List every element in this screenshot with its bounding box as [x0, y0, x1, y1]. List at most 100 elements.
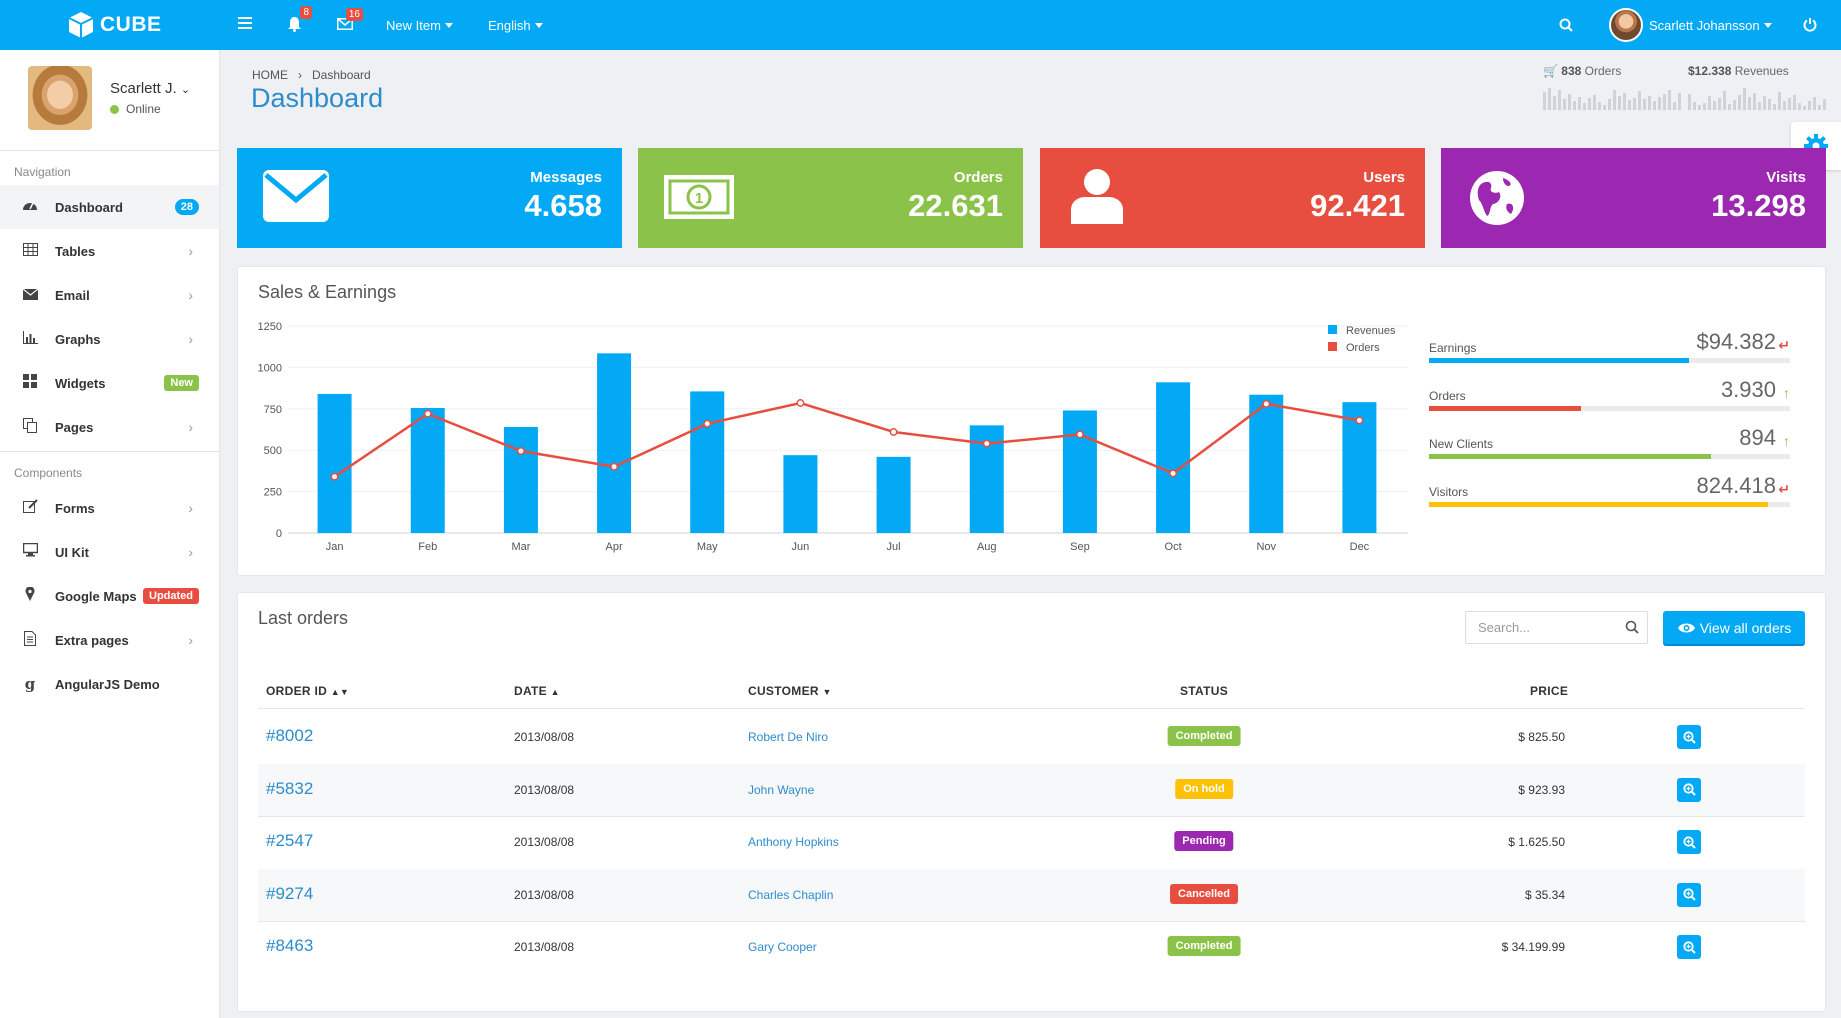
- sidebar-item-angularjs-demo[interactable]: g AngularJS Demo: [0, 662, 219, 706]
- language-dropdown[interactable]: English: [488, 18, 543, 33]
- stat-box-visits[interactable]: Visits 13.298: [1441, 148, 1826, 248]
- table-row[interactable]: [258, 816, 1805, 869]
- hamburger-icon: [238, 17, 252, 29]
- kpi-progress-fill: [1429, 502, 1769, 507]
- view-all-orders-button[interactable]: View all orders: [1663, 611, 1805, 644]
- new-item-dropdown[interactable]: New Item: [386, 18, 453, 33]
- sidebar-item-label: Extra pages: [55, 632, 129, 648]
- zoom-in-icon: [1682, 731, 1696, 744]
- y-tick-label: 500: [264, 445, 282, 457]
- order-price: $ 1.625.50: [1508, 835, 1565, 850]
- orders-search-input[interactable]: Search...: [1465, 611, 1648, 644]
- column-header-customer[interactable]: CUSTOMER ▼: [748, 684, 832, 698]
- status-dot-icon: [110, 104, 119, 114]
- status-label: Online: [126, 102, 161, 116]
- customer-link[interactable]: Robert De Niro: [748, 730, 829, 745]
- sidebar-item-email[interactable]: Email ›: [0, 273, 219, 317]
- kpi-label: New Clients: [1429, 437, 1494, 451]
- y-tick-label: 0: [276, 528, 282, 540]
- user-name: Scarlett Johansson: [1649, 17, 1760, 33]
- search-button[interactable]: [1559, 18, 1573, 32]
- file-icon: [20, 630, 40, 650]
- status-badge: Cancelled: [1170, 883, 1238, 904]
- caret-down-icon: [534, 23, 543, 28]
- chevron-right-icon: ›: [188, 544, 193, 560]
- table-row[interactable]: [258, 868, 1805, 921]
- money-icon: 1: [664, 175, 734, 224]
- sidebar-item-ui-kit[interactable]: UI Kit ›: [0, 530, 219, 574]
- brand-logo[interactable]: CUBE: [0, 11, 220, 39]
- order-id-link[interactable]: #5832: [266, 778, 314, 798]
- table-header-divider: [258, 708, 1805, 709]
- stat-value: 22.631: [908, 188, 1003, 223]
- menu-toggle-button[interactable]: [238, 17, 252, 29]
- view-order-button[interactable]: [1677, 882, 1701, 907]
- order-id-link[interactable]: #8002: [266, 726, 314, 746]
- sidebar-item-google-maps[interactable]: Google Maps Updated: [0, 574, 219, 618]
- stat-box-messages[interactable]: Messages 4.658: [237, 148, 622, 248]
- messages-button[interactable]: 16: [337, 8, 363, 30]
- logout-button[interactable]: [1803, 17, 1817, 32]
- sidebar-item-pages[interactable]: Pages ›: [0, 405, 219, 449]
- orders-summary-value: 838: [1561, 64, 1582, 78]
- sidebar-item-forms[interactable]: Forms ›: [0, 486, 219, 530]
- orders-point: [1355, 416, 1364, 425]
- view-order-button[interactable]: [1677, 725, 1701, 750]
- chevron-right-icon: ›: [298, 68, 302, 82]
- copy-icon: [20, 417, 40, 437]
- profile-name-dropdown[interactable]: Scarlett J. ⌄: [110, 80, 190, 97]
- y-tick-label: 750: [264, 404, 282, 416]
- customer-link[interactable]: Anthony Hopkins: [748, 835, 839, 850]
- kpi-label: Visitors: [1429, 485, 1469, 499]
- x-tick-label: Dec: [1350, 541, 1370, 553]
- table-row[interactable]: [258, 711, 1805, 764]
- column-header-order-id[interactable]: ORDER ID ▲▼: [266, 684, 349, 698]
- revenues-summary-label: Revenues: [1734, 64, 1789, 78]
- stat-box-orders[interactable]: 1 Orders 22.631: [638, 148, 1023, 248]
- order-id-link[interactable]: #2547: [266, 831, 314, 851]
- sort-ascending-icon: ▲: [550, 687, 560, 697]
- view-order-button[interactable]: [1677, 777, 1701, 802]
- orders-point: [423, 409, 432, 418]
- column-header-date[interactable]: DATE ▲: [514, 684, 560, 698]
- column-header-status[interactable]: STATUS: [1180, 684, 1228, 698]
- new-item-label: New Item: [386, 18, 441, 33]
- sidebar-item-widgets[interactable]: Widgets New: [0, 361, 219, 405]
- notifications-button[interactable]: 8: [287, 6, 312, 32]
- customer-link[interactable]: John Wayne: [748, 782, 815, 797]
- revenues-sparkline: $12.338 Revenues: [1688, 64, 1826, 110]
- view-order-button[interactable]: [1677, 935, 1701, 960]
- orders-line: [333, 401, 1360, 478]
- order-id-link[interactable]: #8463: [266, 936, 314, 956]
- column-header-price[interactable]: PRICE: [1530, 684, 1568, 698]
- kpi-progress-track: [1429, 358, 1790, 363]
- messages-count-badge: 16: [345, 8, 363, 21]
- sidebar-item-dashboard[interactable]: Dashboard 28: [0, 185, 219, 229]
- kpi-progress-fill: [1429, 454, 1711, 459]
- revenue-bar: [876, 456, 911, 533]
- sidebar-item-extra-pages[interactable]: Extra pages ›: [0, 618, 219, 662]
- order-id-link[interactable]: #9274: [266, 883, 314, 903]
- kpi-progress-track: [1429, 502, 1790, 507]
- chevron-down-icon: ⌄: [180, 84, 191, 96]
- cart-icon: 🛒: [1543, 64, 1558, 78]
- components-heading: Components: [14, 466, 83, 480]
- table-row[interactable]: [258, 763, 1805, 816]
- stat-box-users[interactable]: Users 92.421: [1040, 148, 1425, 248]
- customer-link[interactable]: Charles Chaplin: [748, 887, 834, 902]
- sidebar-item-tables[interactable]: Tables ›: [0, 229, 219, 273]
- sidebar-item-graphs[interactable]: Graphs ›: [0, 317, 219, 361]
- customer-link[interactable]: Gary Cooper: [748, 940, 817, 955]
- row-divider: [258, 816, 1805, 817]
- search-icon: [1625, 620, 1639, 634]
- desktop-icon: [20, 542, 40, 561]
- legend-swatch: [1328, 342, 1337, 351]
- kpi-progress-track: [1429, 454, 1790, 459]
- sidebar-item-label: Tables: [55, 243, 96, 259]
- orders-point: [1169, 469, 1178, 478]
- sidebar-item-label: AngularJS Demo: [55, 676, 160, 692]
- table-row[interactable]: [258, 921, 1805, 974]
- breadcrumb-home-link[interactable]: HOME: [252, 68, 288, 82]
- view-order-button[interactable]: [1677, 830, 1701, 855]
- user-menu-dropdown[interactable]: Scarlett Johansson: [1609, 8, 1772, 42]
